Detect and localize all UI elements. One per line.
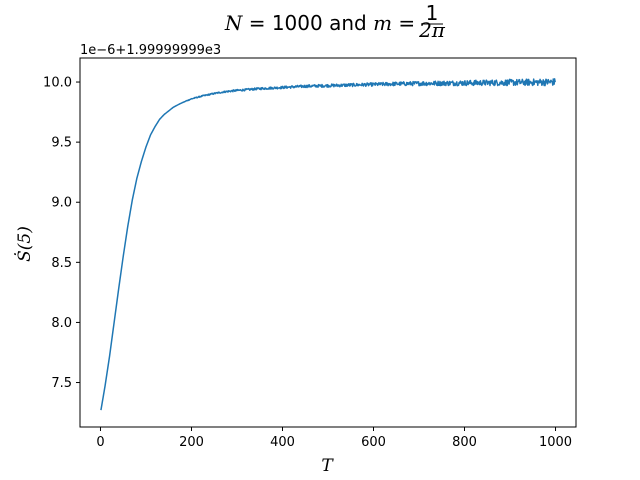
x-tick-label: 800	[452, 435, 477, 450]
x-axis-label: T	[321, 456, 334, 476]
axes: 0 200 400 600 800 1000 7.5 8.0 8.5 9.0 9.5 10.0	[43, 57, 577, 450]
x-tick-label: 400	[270, 435, 295, 450]
y-tick-label: 10.0	[43, 76, 72, 91]
y-tick-label: 7.5	[51, 376, 72, 391]
axes-frame	[79, 57, 577, 428]
y-tick-label: 8.5	[51, 256, 72, 271]
x-tick-label: 600	[361, 435, 386, 450]
title-var-m: m	[373, 11, 392, 35]
chart-title: N = 1000 and m =	[224, 11, 415, 35]
title-frac-denominator: 2π	[418, 18, 446, 42]
y-axis-label: Ṡ(5)	[14, 226, 35, 262]
y-tick-label: 8.0	[51, 316, 72, 331]
y-tick-label: 9.0	[51, 196, 72, 211]
y-tick-label: 9.5	[51, 136, 72, 151]
x-tick-label: 1000	[539, 435, 572, 450]
series-line-0	[100, 78, 557, 411]
x-tick-label: 0	[96, 435, 104, 450]
title-text-1: = 1000 and	[242, 11, 373, 35]
title-var-n: N	[224, 11, 244, 35]
plot-area	[100, 78, 557, 411]
x-tick-label: 200	[179, 435, 204, 450]
title-eq: =	[392, 11, 415, 35]
y-offset-text: 1e−6+1.99999999e3	[80, 43, 221, 58]
title-frac-numerator: 1	[426, 1, 439, 25]
